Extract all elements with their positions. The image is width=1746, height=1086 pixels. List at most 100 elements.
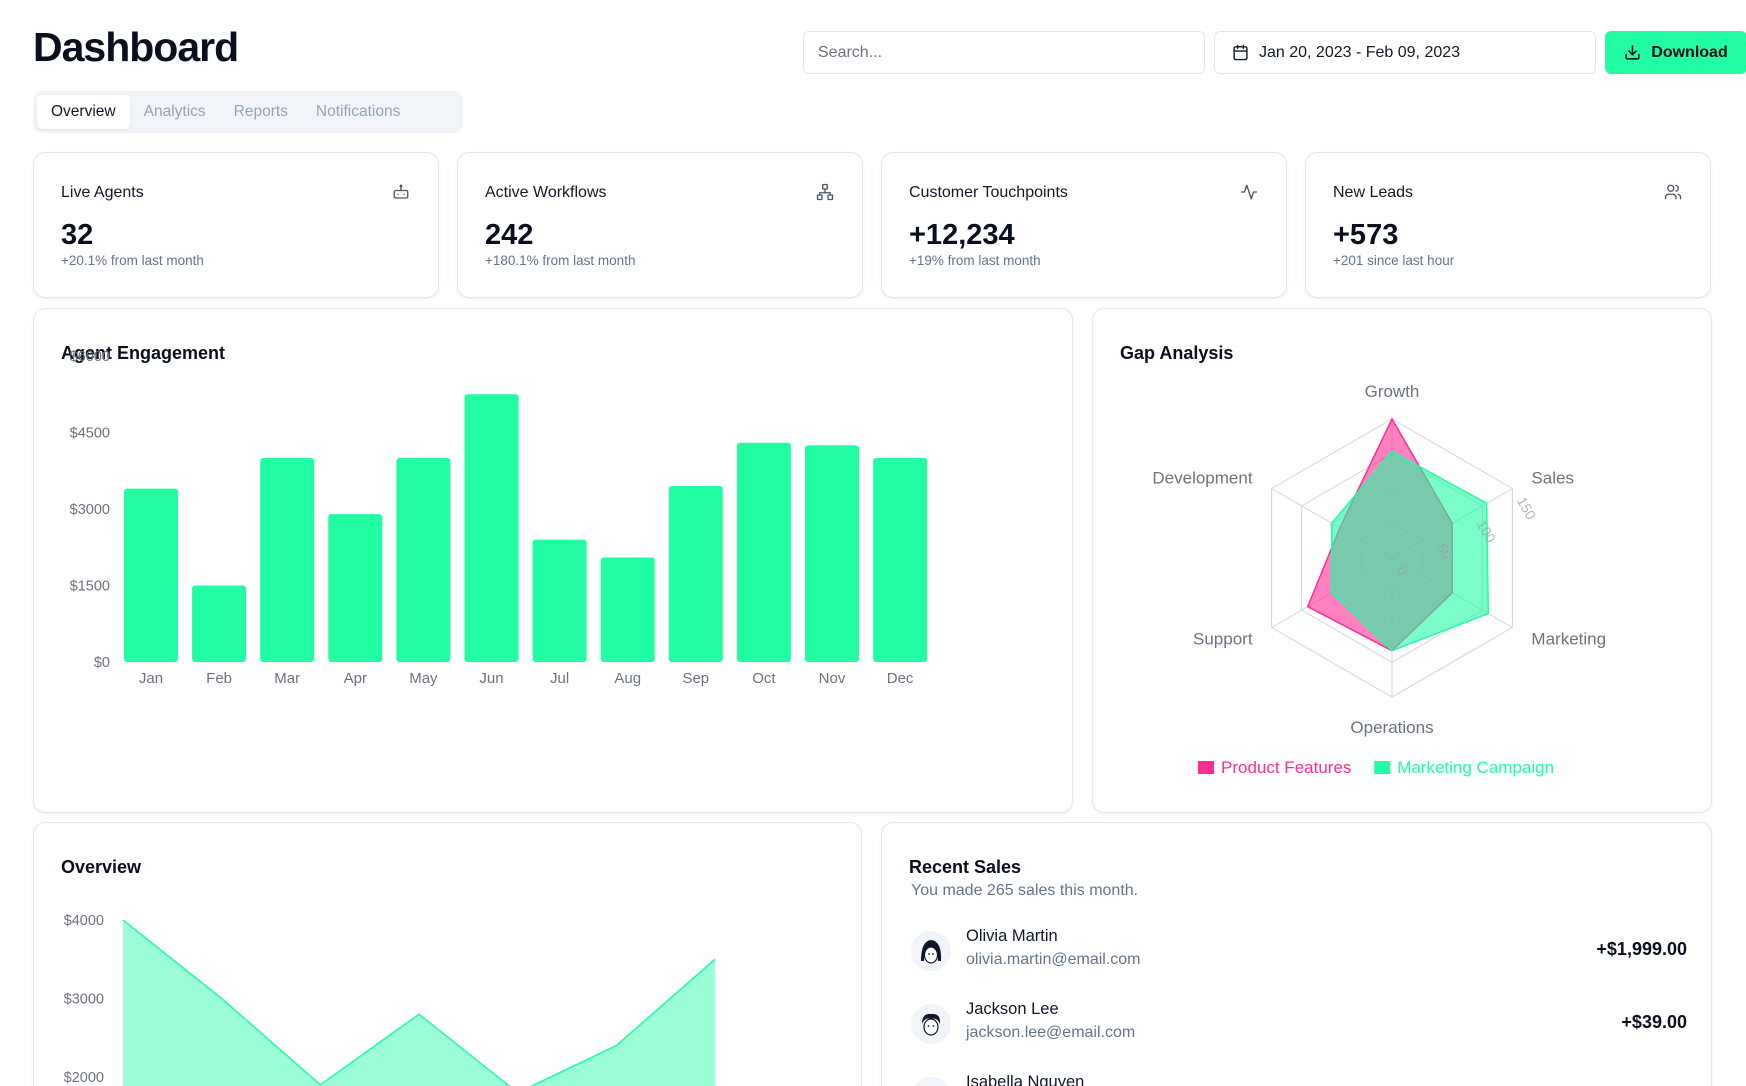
bar-apr[interactable] (328, 514, 383, 662)
legend-label: Marketing Campaign (1397, 758, 1554, 777)
card-title: Agent Engagement (61, 343, 226, 363)
card-title: Overview (61, 857, 142, 877)
download-label: Download (1651, 43, 1728, 61)
sale-amount: +$1,999.00 (1596, 939, 1687, 959)
recent-sales-card: Recent Sales You made 265 sales this mon… (881, 822, 1712, 1086)
radar-axis-label: Marketing (1531, 630, 1606, 649)
sale-name: Isabella Nguyen (966, 1073, 1085, 1086)
area-chart: $4000 $3000 $2000 (64, 913, 716, 1086)
y-tick-label: $4500 (70, 426, 110, 442)
date-range-label: Jan 20, 2023 - Feb 09, 2023 (1259, 43, 1461, 61)
legend-swatch (1374, 761, 1391, 774)
download-icon (1625, 45, 1640, 60)
bar-jun[interactable] (464, 394, 519, 662)
tab-analytics[interactable]: Analytics (143, 103, 206, 120)
sale-item: Jackson Lee jackson.lee@email.com +$39.0… (911, 996, 1687, 1054)
robot-icon (393, 184, 409, 199)
stat-change: +201 since last hour (1333, 253, 1455, 268)
stat-change: +19% from last month (909, 253, 1041, 268)
bar-mar[interactable] (260, 458, 315, 662)
avatar (911, 1077, 951, 1086)
radar-axis-label: Sales (1531, 469, 1574, 488)
stat-value: +12,234 (909, 219, 1015, 251)
radar-tick-label: 150 (1514, 494, 1540, 522)
x-tick-label: Dec (887, 670, 914, 687)
x-tick-label: May (409, 670, 438, 687)
radar-axis-label: Development (1152, 469, 1252, 488)
tab-notifications[interactable]: Notifications (315, 103, 401, 120)
card-title: Gap Analysis (1120, 343, 1234, 363)
y-tick-label: $3000 (70, 502, 110, 518)
sale-name: Jackson Lee (966, 1000, 1059, 1018)
y-tick-label: $6000 (70, 349, 110, 365)
activity-icon (1240, 184, 1258, 200)
bar-jan[interactable] (124, 488, 178, 662)
stat-value: 32 (61, 219, 94, 251)
tab-reports[interactable]: Reports (233, 103, 288, 120)
tab-bar: Overview Analytics Reports Notifications (33, 91, 463, 133)
x-tick-label: Aug (614, 670, 641, 687)
bar-oct[interactable] (736, 442, 791, 662)
stat-label: Customer Touchpoints (909, 184, 1068, 201)
card-title: Recent Sales (909, 857, 1022, 877)
radar-axis-label: Operations (1350, 718, 1433, 737)
users-icon (1664, 184, 1682, 200)
x-tick-label: Jun (479, 670, 503, 687)
sale-email: jackson.lee@email.com (966, 1024, 1136, 1041)
x-tick-label: Jul (550, 670, 569, 687)
stat-change: +180.1% from last month (485, 253, 636, 268)
sale-item: Isabella Nguyen (911, 1069, 1687, 1086)
bar-aug[interactable] (600, 557, 655, 662)
y-tick-label: $2000 (64, 1070, 104, 1086)
legend-label: Product Features (1221, 758, 1351, 777)
bar-sep[interactable] (668, 486, 723, 662)
stat-value: 242 (485, 219, 534, 251)
stat-label: Live Agents (61, 184, 144, 201)
x-tick-label: Oct (752, 670, 776, 687)
download-button[interactable]: Download (1605, 31, 1746, 74)
avatar (911, 1004, 951, 1044)
x-tick-label: Sep (682, 670, 709, 687)
y-tick-label: $3000 (64, 992, 104, 1008)
calendar-icon (1233, 44, 1248, 61)
stat-card-live-agents: Live Agents 32 +20.1% from last month (33, 152, 439, 298)
radar-chart: 050100150GrowthSalesMarketingOperationsS… (1152, 382, 1606, 777)
x-tick-label: Nov (819, 670, 846, 687)
y-tick-label: $4000 (64, 913, 104, 929)
bar-feb[interactable] (192, 585, 247, 663)
area-line (122, 919, 716, 1086)
stat-value: +573 (1333, 219, 1399, 251)
sale-amount: +$39.00 (1621, 1012, 1687, 1032)
avatar (911, 931, 951, 971)
page-title: Dashboard (33, 24, 239, 70)
bar-may[interactable] (396, 458, 451, 662)
gap-analysis-card: Gap Analysis 0 50 100 150 Growth Sales Marketi… (1092, 308, 1712, 813)
stat-card-customer-touchpoints: Customer Touchpoints +12,234 +19% from l… (881, 152, 1287, 298)
workflow-icon (816, 183, 834, 201)
radar-axis-label: Support (1193, 630, 1253, 649)
bar-jul[interactable] (532, 539, 587, 662)
bar-dec[interactable] (873, 458, 928, 662)
radar-tick-label: 50 (1434, 540, 1456, 562)
legend-swatch (1198, 761, 1214, 774)
radar-series-marketing-campaign[interactable] (1331, 450, 1490, 652)
bar-nov[interactable] (805, 445, 859, 662)
stat-label: New Leads (1333, 184, 1414, 201)
sale-item: Olivia Martin olivia.martin@email.com +$… (911, 923, 1687, 981)
date-range-picker[interactable]: Jan 20, 2023 - Feb 09, 2023 (1214, 31, 1596, 74)
radar-axis-label: Growth (1365, 382, 1420, 401)
card-subtitle: You made 265 sales this month. (911, 882, 1139, 899)
x-tick-label: Apr (344, 670, 367, 687)
search-input[interactable] (803, 31, 1205, 74)
y-tick-label: $0 (94, 655, 110, 671)
y-tick-label: $1500 (70, 579, 110, 595)
x-tick-label: Feb (206, 670, 232, 687)
stat-card-new-leads: New Leads +573 +201 since last hour (1305, 152, 1711, 298)
tab-overview[interactable]: Overview (37, 95, 130, 129)
stat-change: +20.1% from last month (61, 253, 204, 268)
sale-email: olivia.martin@email.com (966, 951, 1141, 968)
overview-card: Overview $4000 $3000 $2000 (33, 822, 862, 1086)
stat-label: Active Workflows (485, 184, 607, 201)
header: Dashboard Jan 20, 2023 - Feb 09, 2023 Do… (33, 24, 1746, 76)
bar-chart: $0 $1500 $3000 $4500 $6000 Jan Feb Mar Apr May Jun… (70, 349, 928, 687)
